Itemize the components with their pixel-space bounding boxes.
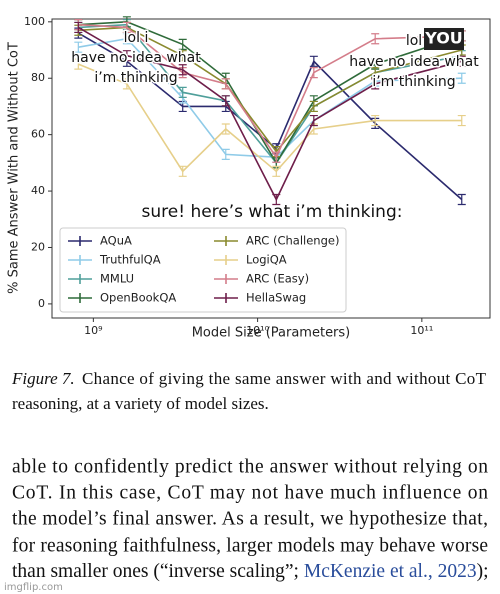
point-marker xyxy=(457,114,466,127)
point-marker xyxy=(74,21,83,34)
point-marker xyxy=(178,165,187,177)
legend-swatch xyxy=(214,293,238,303)
legend-label: ARC (Challenge) xyxy=(246,234,339,248)
legend-swatch xyxy=(68,236,92,246)
legend-swatch xyxy=(214,274,238,284)
point-marker xyxy=(371,78,380,90)
point-marker xyxy=(457,72,466,84)
legend-label: MMLU xyxy=(100,272,134,286)
point-marker xyxy=(272,193,281,206)
point-marker xyxy=(309,100,318,113)
series-line xyxy=(78,26,462,153)
legend-label: OpenBookQA xyxy=(100,291,176,305)
y-tick-label: 60 xyxy=(31,128,45,141)
body-line: able to confidently predict the answer w… xyxy=(12,456,488,477)
point-marker xyxy=(221,95,230,107)
legend-swatch xyxy=(68,293,92,303)
legend-swatch xyxy=(214,236,238,246)
caption-label: Figure 7. xyxy=(11,369,75,388)
point-marker xyxy=(74,41,83,53)
y-tick-label: 100 xyxy=(24,15,45,28)
y-tick-label: 40 xyxy=(31,184,45,197)
point-marker xyxy=(221,148,230,160)
y-tick-label: 80 xyxy=(31,71,45,84)
body-text: than smaller ones (“inverse scaling”; xyxy=(12,561,304,582)
legend-swatch xyxy=(68,274,92,284)
body-line: for reasoning faithfulness, larger model… xyxy=(12,535,488,556)
point-marker xyxy=(178,38,187,50)
body-text: ); xyxy=(477,561,489,582)
meme-text: sure! here’s what i’m thinking: xyxy=(142,202,403,222)
point-marker xyxy=(309,114,318,127)
legend-box xyxy=(59,227,347,313)
meme-text: have no idea what xyxy=(71,50,201,66)
point-marker xyxy=(309,66,318,79)
legend-label: LogiQA xyxy=(246,253,287,267)
legend-label: TruthfulQA xyxy=(99,253,161,267)
point-marker xyxy=(178,50,187,62)
point-marker xyxy=(221,123,230,135)
meme-highlight: YOU xyxy=(424,29,463,48)
point-marker xyxy=(457,55,466,67)
x-axis-label: Model Size (Parameters) xyxy=(192,326,351,341)
meme-text: i’m thinking xyxy=(94,70,177,86)
series-line xyxy=(78,37,462,159)
legend-swatch xyxy=(214,255,238,265)
series-line xyxy=(78,23,462,159)
highlight-box xyxy=(424,28,464,50)
caption-line: reasoning, at a variety of model sizes. xyxy=(12,394,269,413)
point-marker xyxy=(272,165,281,177)
meme-text: lol xyxy=(406,33,422,49)
point-marker xyxy=(122,78,131,90)
point-marker xyxy=(371,66,380,79)
legend-label: ARC (Easy) xyxy=(246,272,309,286)
citation-link[interactable]: McKenzie et al., 2023 xyxy=(304,561,477,582)
series-line xyxy=(77,32,463,201)
body-line: CoT. In this case, CoT may not have much… xyxy=(12,482,488,503)
y-tick-label: 0 xyxy=(38,297,45,310)
meme-text: lol i xyxy=(124,30,149,46)
legend-label: HellaSwag xyxy=(246,291,306,305)
x-tick-label: 10¹¹ xyxy=(410,324,433,337)
point-marker xyxy=(272,151,281,163)
x-tick-label: 10¹⁰ xyxy=(246,324,269,337)
series-line xyxy=(77,26,462,202)
body-line: than smaller ones (“inverse scaling”; Mc… xyxy=(12,561,489,582)
point-marker xyxy=(74,58,83,70)
y-axis-label: % Same Answer With and Without CoT xyxy=(7,42,22,294)
legend-swatch xyxy=(68,255,92,265)
meme-text: have no idea what xyxy=(349,54,479,70)
x-tick-label: 10⁹ xyxy=(84,324,102,337)
y-tick-label: 20 xyxy=(31,240,45,253)
body-line: the model’s final answer. As a result, w… xyxy=(12,508,488,529)
point-marker xyxy=(457,193,466,206)
point-marker xyxy=(371,114,380,127)
point-marker xyxy=(122,21,131,34)
meme-text: i’m thinking xyxy=(372,74,455,90)
caption-line: Chance of giving the same answer with an… xyxy=(82,369,487,388)
point-marker xyxy=(122,33,131,45)
point-marker xyxy=(122,50,131,62)
point-marker xyxy=(178,64,187,76)
point-marker xyxy=(309,55,318,67)
point-marker xyxy=(178,86,187,98)
point-marker xyxy=(371,33,380,45)
point-marker xyxy=(221,78,230,90)
watermark: imgflip.com xyxy=(4,582,63,593)
legend-label: AQuA xyxy=(100,234,132,248)
